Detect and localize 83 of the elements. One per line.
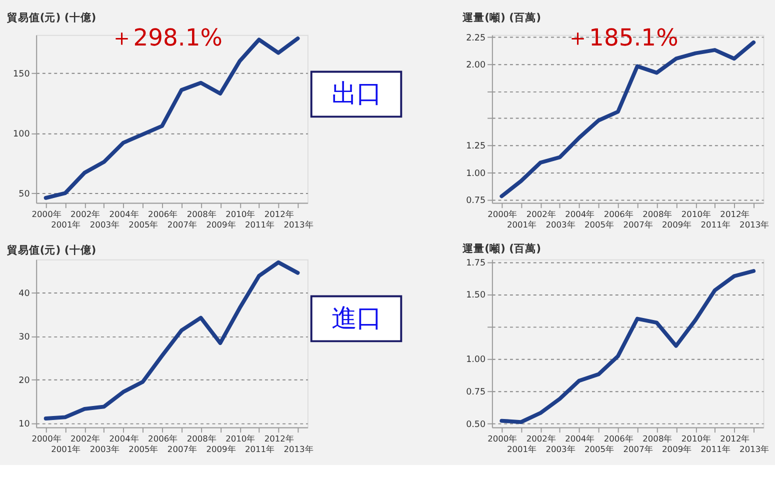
y-tick-label: 0.75 (466, 387, 486, 398)
y-tick-label: 1.00 (466, 355, 486, 366)
x-tick-label: 2009年 (662, 444, 692, 454)
x-tick-label: 2006年 (148, 208, 178, 219)
y-tick-label: 0.75 (466, 196, 486, 206)
y-axis-title: 運量(噸) (百萬) (462, 11, 541, 24)
x-tick-label: 2001年 (51, 220, 80, 230)
x-tick-label: 2012年 (264, 208, 294, 219)
x-tick-label: 2006年 (604, 433, 633, 444)
x-tick-label: 2007年 (167, 444, 197, 454)
x-tick-label: 2011年 (244, 220, 274, 230)
x-tick-label: 2002年 (526, 433, 556, 444)
x-tick-label: 2009年 (662, 220, 692, 230)
x-tick-label: 2007年 (623, 220, 652, 230)
x-tick-label: 2003年 (546, 444, 575, 454)
x-tick-label: 2000年 (488, 208, 517, 219)
line-series (500, 269, 756, 424)
x-tick-label: 2006年 (148, 433, 178, 444)
x-tick-label: 2000年 (32, 433, 61, 444)
x-tick-label: 2001年 (51, 444, 80, 454)
x-tick-label: 2004年 (565, 208, 594, 219)
x-tick-label: 2013年 (284, 444, 313, 454)
x-tick-label: 2001年 (506, 220, 536, 230)
y-axis-title: 貿易值(元) (十億) (6, 243, 96, 256)
x-tick-label: 2011年 (700, 444, 730, 454)
x-tick-label: 2007年 (623, 444, 652, 454)
x-tick-label: 2008年 (186, 208, 216, 219)
annotation: ＋185.1% (566, 24, 678, 52)
line-series (44, 260, 300, 420)
x-tick-label: 2010年 (226, 208, 255, 219)
y-axis-title: 貿易值(元) (十億) (6, 11, 96, 24)
x-tick-label: 2010年 (681, 208, 710, 219)
y-tick-label: 20 (18, 376, 30, 386)
y-tick-label: 150 (13, 70, 30, 80)
x-tick-label: 2010年 (681, 433, 710, 444)
x-tick-label: 2004年 (565, 433, 594, 444)
x-tick-label: 2012年 (720, 208, 750, 219)
x-tick-label: 2009年 (206, 444, 236, 454)
y-tick-label: 30 (18, 332, 30, 343)
x-tick-label: 2005年 (584, 220, 614, 230)
y-tick-label: 1.50 (466, 290, 486, 301)
x-tick-label: 2003年 (546, 220, 575, 230)
x-tick-label: 2004年 (109, 433, 138, 444)
x-tick-label: 2008年 (642, 433, 672, 444)
y-tick-label: 2.25 (466, 33, 486, 44)
text: 進口 (331, 302, 382, 333)
x-tick-label: 2013年 (740, 444, 769, 454)
x-tick-label: 2005年 (584, 444, 614, 454)
y-tick-label: 1.25 (466, 142, 486, 152)
x-tick-label: 2000年 (32, 208, 61, 219)
y-tick-label: 40 (18, 288, 30, 299)
y-tick-label: 2.00 (466, 60, 486, 71)
x-tick-label: 2011年 (244, 444, 274, 454)
x-tick-label: 2007年 (167, 220, 197, 230)
x-tick-label: 2012年 (720, 433, 750, 444)
x-tick-label: 2002年 (70, 208, 100, 219)
annotation: ＋298.1% (110, 24, 222, 52)
x-tick-label: 2008年 (186, 433, 216, 444)
y-tick-label: 10 (18, 420, 30, 430)
x-tick-label: 2008年 (642, 208, 672, 219)
x-tick-label: 2002年 (70, 433, 100, 444)
x-tick-label: 2011年 (700, 220, 730, 230)
x-tick-label: 2003年 (90, 444, 119, 454)
y-tick-label: 1.00 (466, 168, 486, 179)
x-tick-label: 2003年 (90, 220, 119, 230)
x-tick-label: 2000年 (488, 433, 517, 444)
y-tick-label: 0.50 (466, 420, 486, 430)
x-tick-label: 2002年 (526, 208, 556, 219)
text: 出口 (331, 78, 382, 108)
x-tick-label: 2010年 (226, 433, 255, 444)
y-axis-title: 運量(噸) (百萬) (462, 242, 541, 256)
x-tick-label: 2006年 (604, 208, 633, 219)
x-tick-label: 2012年 (264, 433, 294, 444)
x-tick-label: 2005年 (128, 444, 158, 454)
x-tick-label: 2004年 (109, 208, 138, 219)
x-tick-label: 2001年 (506, 444, 536, 454)
x-tick-label: 2013年 (284, 220, 313, 230)
x-tick-label: 2013年 (740, 220, 769, 230)
x-tick-label: 2005年 (128, 220, 158, 230)
y-tick-label: 1.75 (466, 258, 486, 268)
x-tick-label: 2009年 (206, 220, 236, 230)
y-tick-label: 100 (13, 130, 30, 140)
y-tick-label: 50 (18, 190, 30, 200)
